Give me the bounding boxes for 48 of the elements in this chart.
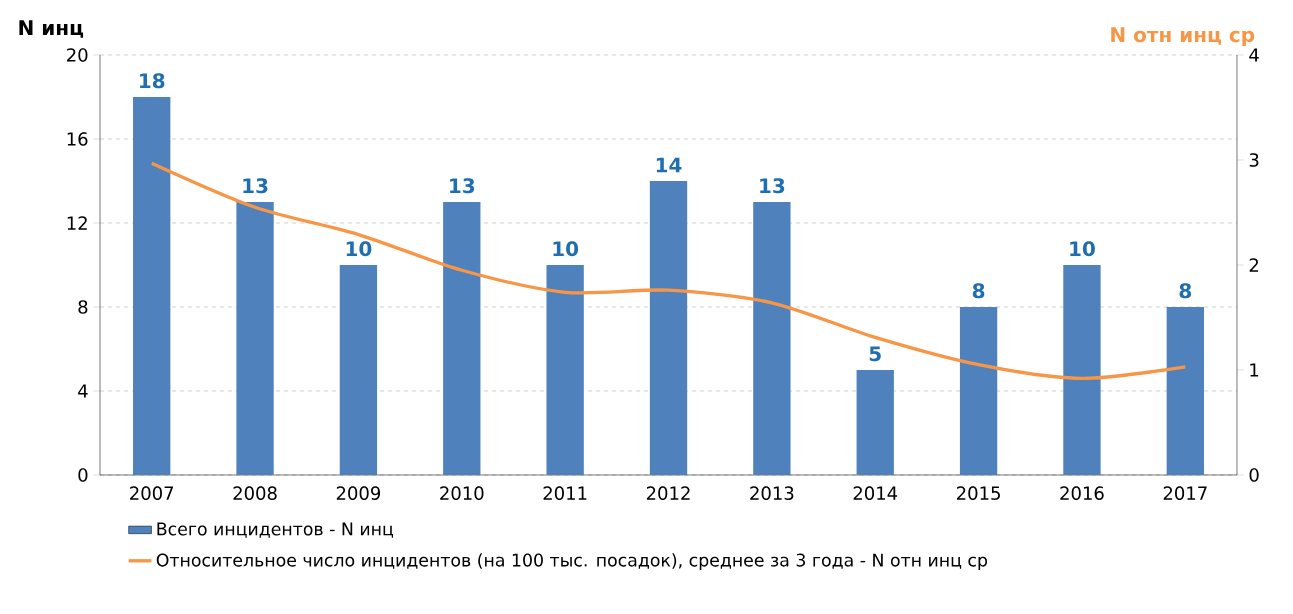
y-tick-label: 12 xyxy=(67,216,87,230)
y2-tick-label: 3 xyxy=(1249,153,1259,167)
x-tick-label: 2007 xyxy=(130,486,174,500)
x-tick-label: 2016 xyxy=(1060,486,1104,500)
data-label: 10 xyxy=(553,241,579,257)
x-tick-label: 2008 xyxy=(233,486,277,500)
bar xyxy=(443,201,481,475)
y-tick-label: 8 xyxy=(78,300,88,314)
y-tick-label: 4 xyxy=(78,384,88,398)
bar xyxy=(1166,306,1204,475)
x-tick-label: 2011 xyxy=(543,486,587,500)
x-tick-label: 2013 xyxy=(750,486,794,500)
data-label: 8 xyxy=(972,283,985,299)
data-label: 13 xyxy=(243,178,268,194)
data-label: 10 xyxy=(346,241,372,257)
data-label: 5 xyxy=(869,346,881,362)
x-tick-label: 2015 xyxy=(957,486,1000,500)
y2-tick-label: 0 xyxy=(1249,468,1259,482)
y2-axis-title: N отн инц ср xyxy=(1111,27,1255,47)
data-label: 13 xyxy=(760,178,785,194)
bar xyxy=(1063,264,1101,475)
legend-label: Относительное число инцидентов (на 100 тыс. посадок), среднее за 3 года - N отн инц ср xyxy=(156,553,988,570)
bar xyxy=(339,264,378,475)
y-tick-label: 20 xyxy=(67,48,88,62)
data-label: 8 xyxy=(1179,283,1192,299)
y-axis-title: N инц xyxy=(19,20,84,38)
bar xyxy=(649,180,688,475)
y2-tick-label: 4 xyxy=(1249,48,1259,62)
y-tick-label: 16 xyxy=(67,132,88,146)
data-label: 14 xyxy=(656,157,682,173)
bar xyxy=(133,96,171,475)
bar xyxy=(753,201,791,475)
bar xyxy=(856,369,894,475)
data-label: 13 xyxy=(450,178,475,194)
data-label: 18 xyxy=(140,73,165,89)
x-tick-label: 2014 xyxy=(853,486,898,500)
bar xyxy=(236,201,274,475)
y-tick-label: 0 xyxy=(78,468,88,482)
bar xyxy=(546,264,584,475)
x-tick-label: 2009 xyxy=(336,486,381,500)
x-tick-label: 2010 xyxy=(440,486,484,500)
y2-tick-label: 2 xyxy=(1249,258,1259,272)
x-tick-label: 2017 xyxy=(1163,486,1207,500)
bar xyxy=(959,306,998,475)
y2-tick-label: 1 xyxy=(1250,363,1259,377)
data-label: 10 xyxy=(1070,241,1095,257)
x-tick-label: 2012 xyxy=(646,486,690,500)
legend-label: Всего инцидентов - N инц xyxy=(157,522,393,538)
